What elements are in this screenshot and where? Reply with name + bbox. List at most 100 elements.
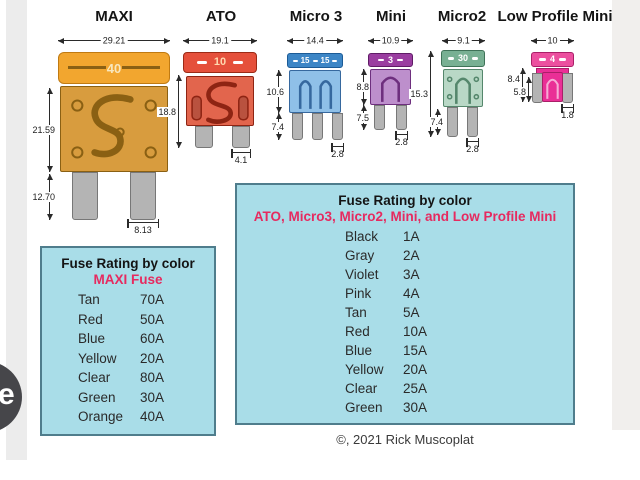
color-name: Blue (345, 343, 373, 358)
color-name: Clear (345, 381, 378, 396)
color-name: Red (345, 324, 370, 339)
table-row: Clear 80A (78, 368, 214, 388)
color-name: Tan (345, 305, 367, 320)
amp-rating-label: 40 (106, 60, 122, 76)
dimension-body-mini: 8.8 (355, 69, 370, 105)
cap-terminal-window (397, 59, 403, 61)
amp-rating: 60A (140, 331, 165, 346)
maxi-fuse-cap: 40 (58, 52, 170, 84)
dim-label: 10.9 (379, 35, 402, 46)
fuse-element-graphic (381, 76, 400, 102)
dimension-width-micro2: 9.1 (442, 35, 485, 46)
table-row: Tan 70A (78, 290, 214, 310)
fuse-type-title-maxi: MAXI (95, 8, 133, 25)
dim-label: 9.1 (455, 35, 472, 46)
dim-label: 2.8 (395, 137, 408, 147)
dimension-legs-micro3: 7.4 (270, 113, 285, 140)
micro3-fuse-body (289, 70, 341, 113)
right-page-margin (612, 0, 640, 430)
table-row: Blue 60A (78, 329, 214, 349)
fuse-type-title-micro3: Micro 3 (289, 8, 343, 25)
edge-badge-button[interactable]: e (0, 361, 22, 433)
table-row: Green 30A (345, 398, 573, 417)
copyright-text: ©, 2021 Rick Muscoplat (336, 432, 474, 447)
cap-terminal-window (292, 59, 298, 62)
dim-label: 4.1 (234, 155, 248, 165)
dim-label: 19.1 (209, 35, 231, 46)
ato-fuse-cap: 10 (183, 52, 257, 73)
amp-rating: 3A (403, 267, 420, 282)
dimension-height-lpm: 8.4 (506, 68, 526, 102)
cap-terminal-window (332, 59, 338, 62)
color-name: Black (345, 229, 379, 244)
dimension-height-ato: 18.8 (157, 75, 182, 148)
table-row: Yellow 20A (78, 349, 214, 369)
color-name: Green (345, 400, 383, 415)
amp-rating-label: 30 (457, 53, 468, 63)
fuse-element-graphic (546, 78, 559, 99)
maxi-fuse-body (60, 86, 168, 172)
maxi-rating-table: Fuse Rating by color MAXI Fuse Tan 70A Red… (40, 246, 216, 436)
dim-label: 12.70 (31, 192, 56, 202)
lpm-fuse-cap: 4 (531, 52, 574, 67)
rating-rows: Tan 70A Red 50A Blue 60A Yellow 20A Clear 80A Gree… (42, 290, 214, 427)
amp-rating-label: 3 (387, 54, 393, 65)
maxi-fuse-terminal-left (72, 172, 98, 220)
amp-rating-label: 10 (213, 56, 227, 68)
dim-label: 1.8 (561, 110, 574, 120)
fuse-element-graphic (71, 94, 157, 159)
dimension-legwidth-lpm: 1.8 (561, 104, 574, 120)
color-name: Violet (345, 267, 379, 282)
dimension-width-micro3: 14.4 (287, 35, 343, 46)
color-name: Yellow (78, 350, 117, 366)
dimension-legwidth-maxi: 8.13 (127, 219, 159, 235)
color-name: Orange (78, 409, 124, 424)
table-row: Red 50A (78, 310, 214, 330)
amp-rating: 40A (140, 409, 165, 424)
amp-rating: 30A (403, 400, 428, 415)
dimension-body-maxi: 21.59 (31, 88, 56, 172)
amp-rating: 5A (403, 305, 420, 320)
micro3-fuse-terminal-left (292, 113, 303, 140)
table-subtitle: ATO, Micro3, Micro2, Mini, and Low Profi… (253, 209, 557, 224)
mini-fuse-cap: 3 (368, 53, 413, 67)
dim-label: 7.5 (355, 112, 370, 123)
dimension-width-lpm: 10 (531, 35, 574, 46)
micro2-fuse-terminal-left (447, 107, 458, 137)
table-subtitle: MAXI Fuse (93, 272, 163, 287)
table-row: Black 1A (345, 227, 573, 246)
dim-label: 5.8 (512, 86, 527, 97)
micro2-fuse-terminal-right (467, 107, 478, 137)
dimension-legwidth-ato: 4.1 (231, 149, 251, 165)
dim-label: 10.6 (265, 86, 285, 97)
color-name: Clear (78, 370, 111, 385)
table-row: Red 10A (345, 322, 573, 341)
amp-rating: 20A (140, 350, 165, 366)
dim-label: 8.8 (355, 82, 370, 92)
fuse-type-title-ato: ATO (205, 8, 237, 25)
dimension-legs-maxi: 12.70 (31, 174, 56, 220)
lpm-fuse-body (542, 72, 563, 102)
dim-label: 10 (545, 35, 560, 46)
dim-label: 8.4 (506, 73, 521, 84)
color-name: Red (78, 311, 103, 327)
cap-terminal-window (559, 58, 566, 61)
maxi-fuse-terminal-right (130, 172, 156, 220)
mini-fuse-terminal-left (374, 105, 385, 130)
micro3-fuse-terminal-middle (312, 113, 323, 140)
mini-fuse-body (370, 69, 411, 105)
color-name: Gray (345, 248, 375, 263)
dim-label: 29.21 (100, 35, 128, 46)
color-name: Yellow (345, 362, 384, 377)
fuse-element-graphic (298, 80, 333, 109)
dimension-width-mini: 10.9 (368, 35, 413, 46)
badge-letter: e (0, 378, 15, 411)
color-name: Green (78, 389, 116, 405)
amp-rating: 30A (140, 389, 165, 405)
table-row: Tan 5A (345, 303, 573, 322)
amp-rating: 50A (140, 311, 165, 327)
rating-rows: Black 1A Gray 2A Violet 3A Pink 4A Tan 5A Red 10A Bl… (237, 227, 573, 417)
fuse-element-graphic (191, 81, 249, 124)
table-title: Fuse Rating by color (61, 256, 195, 271)
dimension-height-micro2: 15.3 (409, 51, 434, 137)
